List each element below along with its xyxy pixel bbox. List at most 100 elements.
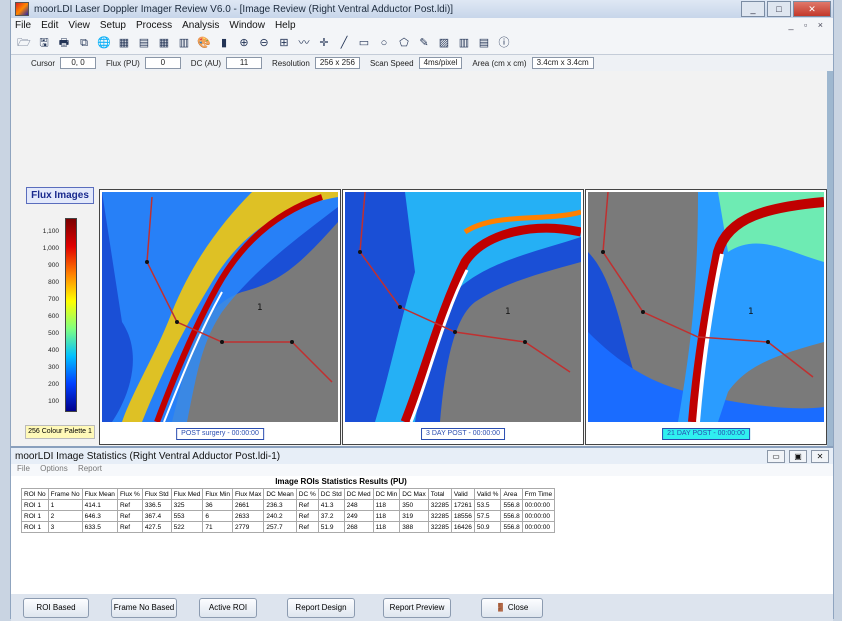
column-header[interactable]: Valid <box>450 488 475 500</box>
print-icon[interactable]: 🖶 <box>58 37 70 49</box>
statistics-button-bar: ROI Based Frame No Based Active ROI Repo… <box>11 594 833 621</box>
tile-icon[interactable]: ▥ <box>178 37 190 49</box>
column-header[interactable]: Area <box>500 488 523 500</box>
open-icon[interactable]: 🗁 <box>17 37 31 49</box>
globe-icon[interactable]: 🌐 <box>97 37 111 49</box>
table-cell: 2779 <box>231 521 265 533</box>
cross-icon[interactable]: ✛ <box>319 37 329 49</box>
vertical-scrollbar[interactable] <box>827 71 833 446</box>
table-row[interactable]: ROI 1 1 414.1 Ref 336.5 325 36 2661 236.3 Ref 41.3… <box>21 499 556 511</box>
palette-tick: 800 <box>48 279 59 286</box>
image-caption-3[interactable]: 21 DAY POST - 00:00:00 <box>662 428 750 440</box>
table-cell: 556.8 <box>500 521 523 533</box>
freehand-icon[interactable]: ✎ <box>419 37 429 49</box>
table-cell: 32285 <box>427 521 452 533</box>
flux-image-2[interactable]: 1 <box>345 192 581 422</box>
report-icon[interactable]: ▤ <box>478 37 490 49</box>
column-header[interactable]: Frame No <box>47 488 83 500</box>
palette-tick: 900 <box>48 262 59 269</box>
column-header[interactable]: Valid % <box>473 488 502 500</box>
flux-map-2: 1 <box>345 192 581 422</box>
column-header[interactable]: Flux Max <box>231 488 265 500</box>
flux-image-frame-2[interactable]: 1 3 DAY POST - 00:00:00 <box>342 189 584 445</box>
frame-no-based-button[interactable]: Frame No Based <box>111 597 177 618</box>
table-cell: Ref <box>295 499 319 511</box>
polygon-icon[interactable]: ⬠ <box>399 37 409 49</box>
report-design-button[interactable]: Report Design <box>287 597 355 618</box>
column-header[interactable]: Flux Mean <box>81 488 118 500</box>
colour-bar <box>65 218 77 412</box>
zoom-out-icon[interactable]: ⊖ <box>259 37 269 49</box>
menu-file[interactable]: File <box>15 19 32 31</box>
column-header[interactable]: DC Mean <box>263 488 297 500</box>
readout-bar: Cursor 0, 0 Flux (PU) 0 DC (AU) 11 Resol… <box>11 55 833 72</box>
menu-window[interactable]: Window <box>229 19 265 31</box>
maximize-button[interactable]: □ <box>767 1 791 17</box>
column-header[interactable]: DC Med <box>343 488 374 500</box>
column-header[interactable]: DC Max <box>399 488 429 500</box>
table-cell: 319 <box>399 510 429 522</box>
close-button[interactable]: ✕ <box>793 1 831 17</box>
flux-image-3[interactable]: 1 <box>588 192 824 422</box>
minimize-button[interactable]: _ <box>741 1 765 17</box>
stats-menu-report[interactable]: Report <box>77 464 102 473</box>
line-icon[interactable]: ╱ <box>340 37 348 49</box>
area-label: Area (cm x cm) <box>472 58 527 68</box>
table-cell: 17261 <box>450 499 475 511</box>
flux-images-button[interactable]: Flux Images <box>26 187 94 204</box>
menu-analysis[interactable]: Analysis <box>182 19 220 31</box>
copy-icon[interactable]: ⧉ <box>80 37 88 49</box>
active-roi-button[interactable]: Active ROI <box>199 597 257 618</box>
column-header[interactable]: Flux Med <box>170 488 204 500</box>
stats-minimize-button[interactable]: ▭ <box>767 449 785 463</box>
profile-icon[interactable]: 〰 <box>298 37 310 49</box>
table-cell: 249 <box>343 510 374 522</box>
column-header[interactable]: Flux % <box>116 488 143 500</box>
table-cell: ROI 1 <box>21 499 49 511</box>
mdi-controls[interactable]: _ ▫ × <box>788 20 827 30</box>
column-header[interactable]: Frm Time <box>521 488 556 500</box>
compare-icon[interactable]: ▤ <box>138 37 150 49</box>
column-header[interactable]: DC Std <box>317 488 345 500</box>
flux-image-frame-1[interactable]: 1 POST surgery - 00:00:00 <box>99 189 341 445</box>
column-header[interactable]: ROI No <box>21 488 49 500</box>
stats-menu-options[interactable]: Options <box>40 464 68 473</box>
rect-icon[interactable]: ▭ <box>358 37 370 49</box>
table-row[interactable]: ROI 1 2 646.3 Ref 367.4 553 6 2633 240.2 Ref 37.2 2… <box>21 510 556 522</box>
image-caption-1[interactable]: POST surgery - 00:00:00 <box>176 428 264 440</box>
menu-help[interactable]: Help <box>274 19 296 31</box>
image-review-area: Flux Images 1,100 1,000 900 800 700 600 … <box>11 71 833 446</box>
stats-close-button[interactable]: ✕ <box>811 449 829 463</box>
image-icon[interactable]: ▦ <box>118 37 130 49</box>
stats-menu-file[interactable]: File <box>17 464 30 473</box>
table-row[interactable]: ROI 1 3 633.5 Ref 427.5 522 71 2779 257.7 Ref 51.9… <box>21 521 556 533</box>
column-header[interactable]: Total <box>427 488 452 500</box>
image-caption-2[interactable]: 3 DAY POST - 00:00:00 <box>421 428 505 440</box>
stats-restore-button[interactable]: ▣ <box>789 449 807 463</box>
chart-icon[interactable]: ▥ <box>458 37 470 49</box>
report-preview-button[interactable]: Report Preview <box>383 597 451 618</box>
close-stats-label: Close <box>507 602 529 612</box>
save-icon[interactable]: 🖫 <box>39 37 49 49</box>
palette-icon[interactable]: 🎨 <box>197 37 211 49</box>
palette-name[interactable]: 256 Colour Palette 1 <box>25 425 95 439</box>
info-icon[interactable]: ⓘ <box>498 37 510 49</box>
zoom-in-icon[interactable]: ⊕ <box>239 37 249 49</box>
menu-view[interactable]: View <box>68 19 90 31</box>
menu-process[interactable]: Process <box>136 19 173 31</box>
menu-setup[interactable]: Setup <box>99 19 126 31</box>
column-header[interactable]: Flux Std <box>141 488 172 500</box>
roi-based-button[interactable]: ROI Based <box>23 597 89 618</box>
histogram-icon[interactable]: ▮ <box>220 37 228 49</box>
close-stats-button[interactable]: 🚪 Close <box>481 597 543 618</box>
ellipse-icon[interactable]: ○ <box>380 37 388 49</box>
flux-image-frame-3[interactable]: 1 21 DAY POST - 00:00:00 <box>585 189 827 445</box>
menu-edit[interactable]: Edit <box>41 19 59 31</box>
grid-icon[interactable]: ▦ <box>158 37 170 49</box>
column-header[interactable]: Flux Min <box>202 488 233 500</box>
zoom-fit-icon[interactable]: ⊞ <box>279 37 289 49</box>
stats-icon[interactable]: ▨ <box>438 37 450 49</box>
flux-image-1[interactable]: 1 <box>102 192 338 422</box>
column-header[interactable]: DC % <box>295 488 319 500</box>
column-header[interactable]: DC Min <box>372 488 401 500</box>
